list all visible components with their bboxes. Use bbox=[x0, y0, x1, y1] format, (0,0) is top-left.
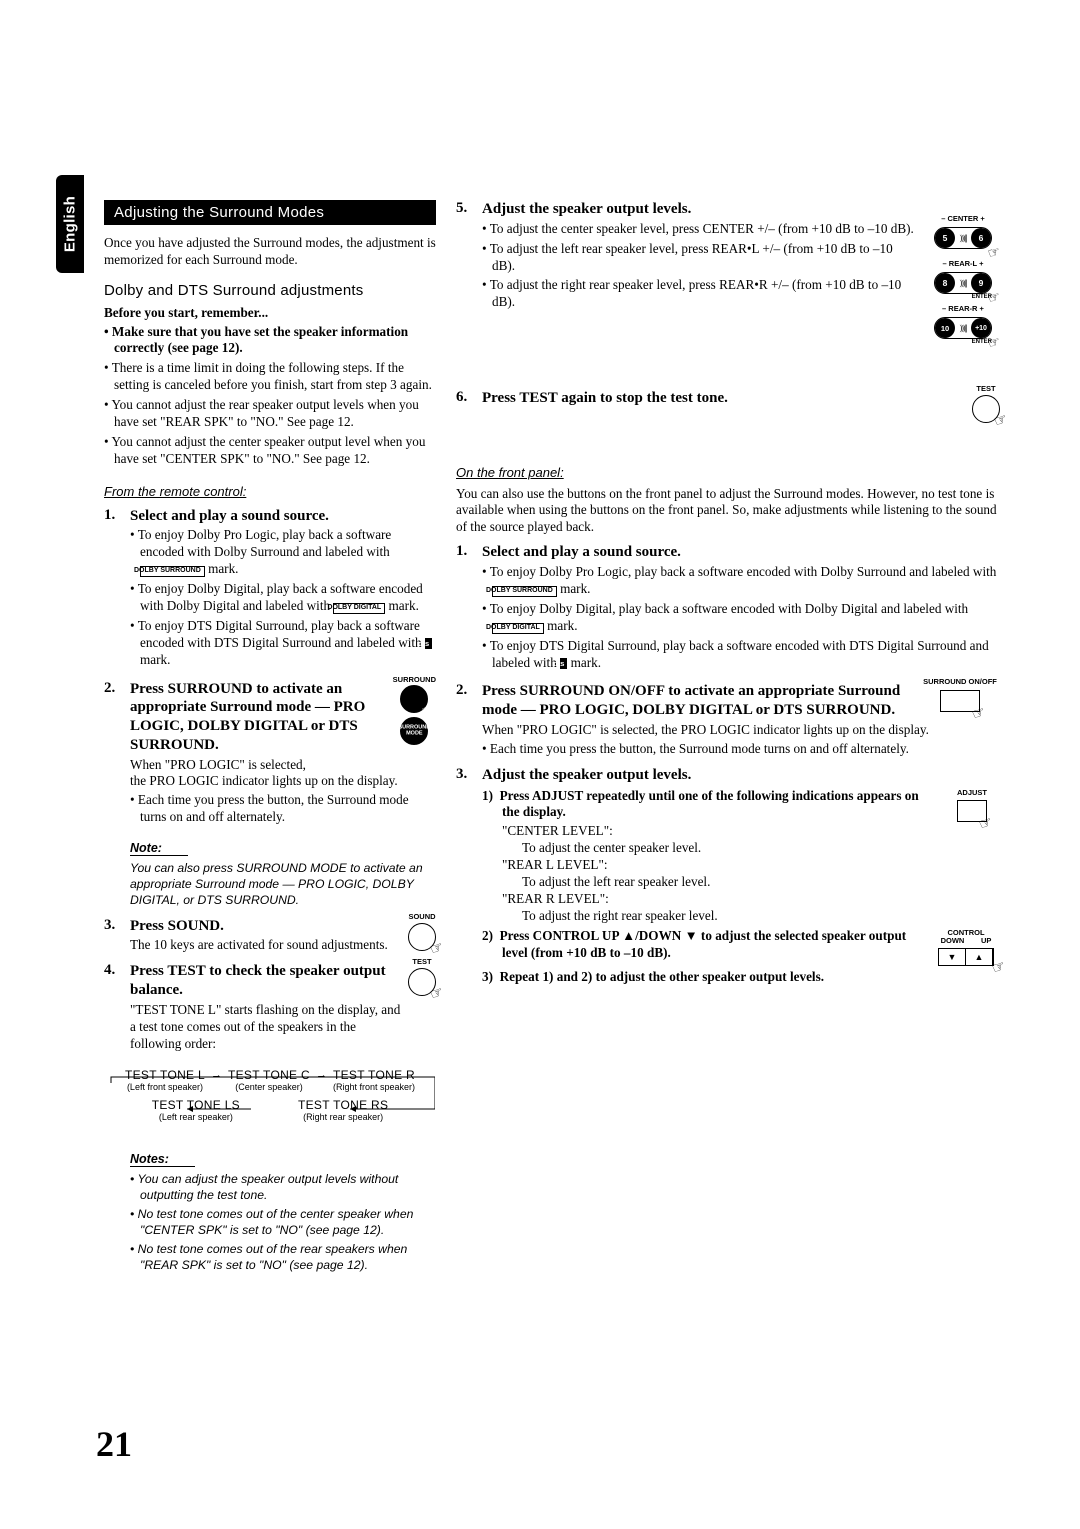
step2-num: 2. bbox=[104, 680, 122, 755]
step4-title: Press TEST to check the speaker output b… bbox=[130, 962, 402, 1000]
note1-body: You can also press SURROUND MODE to acti… bbox=[130, 861, 436, 909]
surround-button-icon: SURROUND ☞ SURROUND MODE bbox=[393, 676, 436, 746]
intro-text: Once you have adjusted the Surround mode… bbox=[104, 235, 436, 268]
note1-header: Note: bbox=[130, 841, 188, 856]
step6-title: Press TEST again to stop the test tone. bbox=[482, 389, 966, 408]
notes2-list: You can adjust the speaker output levels… bbox=[130, 1172, 436, 1273]
step2-after1: When "PRO LOGIC" is selected, bbox=[130, 757, 436, 774]
language-label: English bbox=[62, 196, 79, 252]
step4-text: "TEST TONE L" starts flashing on the dis… bbox=[130, 1002, 402, 1053]
hand-icon: ☞ bbox=[427, 982, 446, 1004]
page-body: Adjusting the Surround Modes Once you ha… bbox=[0, 0, 1080, 1317]
flow-arrows-icon bbox=[105, 1075, 435, 1135]
sound-button-icon: SOUND ☞ bbox=[408, 913, 436, 951]
dolby-digital-icon: DOLBY DIGITAL bbox=[492, 623, 544, 634]
step1-c: To enjoy DTS Digital Surround, play back… bbox=[130, 618, 436, 669]
section-title: Adjusting the Surround Modes bbox=[104, 200, 436, 225]
step3-title: Press SOUND. bbox=[130, 917, 402, 936]
test-button-icon-2: TEST ☞ bbox=[972, 385, 1000, 423]
page-number: 21 bbox=[96, 1423, 132, 1465]
panel-step-1: 1. Select and play a sound source. To en… bbox=[456, 543, 1000, 674]
test-button-icon: TEST ☞ bbox=[408, 958, 436, 996]
hand-icon: ☞ bbox=[991, 409, 1010, 431]
step-3: 3. Press SOUND. The 10 keys are activate… bbox=[104, 917, 402, 955]
step-4: 4. Press TEST to check the speaker outpu… bbox=[104, 962, 402, 1052]
before-bullet-1: Make sure that you have set the speaker … bbox=[104, 324, 436, 358]
hand-icon: ☞ bbox=[986, 244, 1003, 264]
before-bullets: Make sure that you have set the speaker … bbox=[104, 324, 436, 468]
language-tab: English bbox=[56, 175, 84, 273]
step-1: 1. Select and play a sound source. To en… bbox=[104, 507, 436, 672]
before-bullet-3: You cannot adjust the rear speaker outpu… bbox=[104, 397, 436, 431]
test-tone-flow-diagram: TEST TONE L(Left front speaker) → TEST T… bbox=[104, 1068, 436, 1140]
step1-num: 1. bbox=[104, 507, 122, 672]
step2-title: Press SURROUND to activate an appropriat… bbox=[130, 680, 387, 755]
adjust-button-icon: ADJUST ☞ bbox=[944, 789, 1000, 823]
step-6: 6. Press TEST again to stop the test ton… bbox=[456, 389, 966, 408]
left-column: Adjusting the Surround Modes Once you ha… bbox=[56, 200, 436, 1277]
dts-icon: dts bbox=[425, 638, 432, 650]
step-5: 5. Adjust the speaker output levels. To … bbox=[456, 200, 918, 314]
right-column: – CENTER + 5)))|||6☞ – REAR-L + 8)))|||9… bbox=[456, 200, 1000, 1277]
step1-b: To enjoy Dolby Digital, play back a soft… bbox=[130, 581, 436, 615]
step1-a: To enjoy Dolby Pro Logic, play back a so… bbox=[130, 527, 436, 578]
step5-title: Adjust the speaker output levels. bbox=[482, 200, 918, 219]
dolby-surround-icon: DOLBY SURROUND bbox=[492, 586, 557, 597]
panel-step-2: 2. Press SURROUND ON/OFF to activate an … bbox=[456, 682, 914, 720]
center-rear-buttons-icon: – CENTER + 5)))|||6☞ – REAR-L + 8)))|||9… bbox=[926, 204, 1000, 345]
from-remote-heading: From the remote control: bbox=[104, 484, 436, 499]
dolby-digital-icon: DOLBY DIGITAL bbox=[333, 603, 385, 614]
panel-step-3: 3. Adjust the speaker output levels. 1) … bbox=[456, 766, 1000, 987]
step3-text: The 10 keys are activated for sound adju… bbox=[130, 937, 402, 954]
panel-intro: You can also use the buttons on the fron… bbox=[456, 486, 1000, 536]
before-bullet-4: You cannot adjust the center speaker out… bbox=[104, 434, 436, 468]
step2-after2: the PRO LOGIC indicator lights up on the… bbox=[130, 773, 436, 790]
before-start-heading: Before you start, remember... bbox=[104, 305, 436, 322]
hand-icon: ☞ bbox=[986, 334, 1003, 354]
from-panel-heading: On the front panel: bbox=[456, 465, 1000, 480]
notes2-header: Notes: bbox=[130, 1152, 195, 1167]
hand-icon: ☞ bbox=[986, 289, 1003, 309]
step-2: 2. Press SURROUND to activate an appropr… bbox=[104, 680, 387, 755]
surround-onoff-button-icon: SURROUND ON/OFF ☞ bbox=[920, 678, 1000, 712]
control-updown-button-icon: CONTROL DOWN UP ▼▲☞ bbox=[932, 929, 1000, 967]
before-bullet-2: There is a time limit in doing the follo… bbox=[104, 360, 436, 394]
subsection-heading: Dolby and DTS Surround adjustments bbox=[104, 282, 436, 299]
step1-title: Select and play a sound source. bbox=[130, 507, 436, 526]
step2-bullet: Each time you press the button, the Surr… bbox=[130, 792, 436, 826]
hand-icon: ☞ bbox=[976, 813, 995, 835]
dolby-surround-icon: DOLBY SURROUND bbox=[140, 566, 205, 577]
